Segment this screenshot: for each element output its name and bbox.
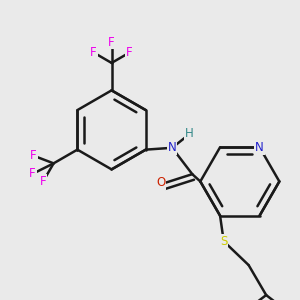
Text: S: S (220, 235, 227, 248)
Text: F: F (40, 175, 46, 188)
Text: F: F (126, 46, 133, 59)
Text: N: N (255, 141, 264, 154)
Text: H: H (185, 128, 194, 140)
Text: O: O (156, 176, 165, 189)
Text: F: F (30, 149, 37, 162)
Text: F: F (90, 46, 97, 59)
Text: F: F (108, 35, 115, 49)
Text: N: N (168, 141, 176, 154)
Text: F: F (29, 167, 36, 180)
